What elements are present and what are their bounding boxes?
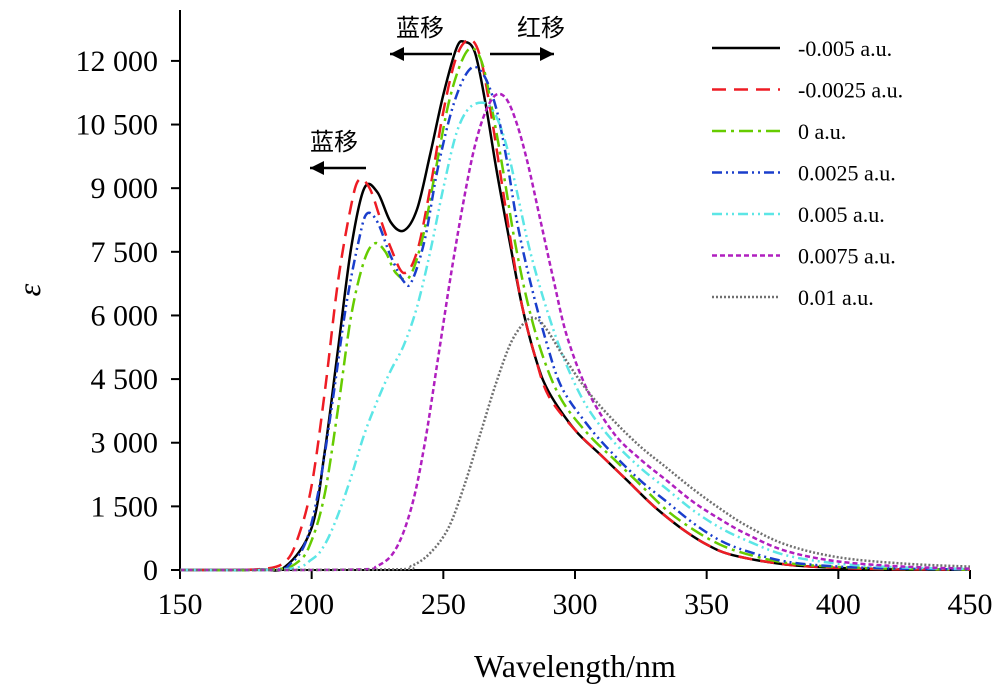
legend-label-3: 0.0025 a.u. [798, 161, 896, 186]
y-tick-label: 3 000 [91, 427, 159, 460]
x-axis-title: Wavelength/nm [474, 648, 676, 684]
y-tick-label: 7 500 [91, 236, 159, 269]
y-tick-label: 6 000 [91, 299, 159, 332]
x-tick-label: 300 [553, 588, 598, 621]
x-tick-label: 400 [816, 588, 861, 621]
series-line-3 [179, 65, 971, 572]
y-tick-label: 4 500 [91, 363, 159, 396]
legend-label-1: -0.0025 a.u. [798, 78, 903, 103]
legend-label-2: 0 a.u. [798, 119, 846, 144]
series-line-6 [179, 316, 971, 572]
legend-label-5: 0.0075 a.u. [798, 244, 896, 269]
y-tick-label: 0 [143, 554, 158, 587]
annotation-arrow-right-head [540, 47, 554, 61]
y-tick-label: 10 500 [76, 109, 159, 142]
series-line-2 [179, 46, 971, 572]
x-tick-label: 350 [684, 588, 729, 621]
legend-label-0: -0.005 a.u. [798, 36, 892, 61]
y-tick-label: 9 000 [91, 172, 159, 205]
x-tick-label: 200 [289, 588, 334, 621]
series-line-4 [179, 101, 971, 572]
annotation-arrow-top-head [390, 47, 404, 61]
y-tick-label: 12 000 [76, 45, 159, 78]
x-tick-label: 250 [421, 588, 466, 621]
annotation-blueshift-left: 蓝移 [310, 128, 358, 156]
annotation-arrow-left-head [310, 161, 324, 175]
series-line-5 [179, 92, 971, 572]
legend-label-4: 0.005 a.u. [798, 202, 885, 227]
legend-label-6: 0.01 a.u. [798, 285, 874, 310]
series-line-1 [179, 38, 971, 572]
annotation-redshift-top: 红移 [517, 14, 565, 42]
y-axis-title: ε [11, 283, 47, 296]
annotation-blueshift-top: 蓝移 [396, 14, 444, 42]
x-tick-label: 150 [158, 588, 203, 621]
x-tick-label: 450 [948, 588, 993, 621]
y-tick-label: 1 500 [91, 490, 159, 523]
